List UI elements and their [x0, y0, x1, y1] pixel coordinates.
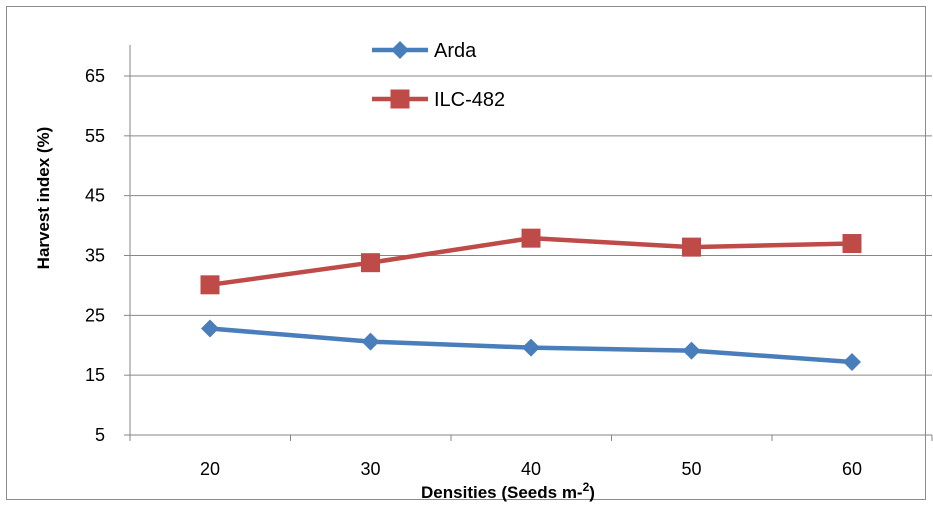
- x-tick-label-60: 60: [842, 459, 862, 479]
- x-axis-title: Densities (Seeds m-2): [421, 480, 595, 502]
- gridlines: [130, 75, 932, 376]
- y-tick-label-15: 15: [85, 365, 105, 385]
- x-tick-labels: 20 30 40 50 60: [200, 459, 862, 479]
- y-tick-label-35: 35: [85, 246, 105, 266]
- legend-marker-ilc-482: [390, 89, 410, 109]
- x-tick-label-40: 40: [521, 459, 541, 479]
- legend-label-arda: Arda: [434, 40, 477, 62]
- point-ilc-482-40: [521, 228, 541, 248]
- y-tick-label-25: 25: [85, 305, 105, 325]
- y-tick-label-45: 45: [85, 186, 105, 206]
- legend-marker-arda: [391, 41, 409, 59]
- y-tick-label-55: 55: [85, 126, 105, 146]
- y-tick-label-65: 65: [85, 66, 105, 86]
- series-group: [200, 228, 862, 372]
- x-tick-label-50: 50: [681, 459, 701, 479]
- y-axis-title: Harvest index (%): [34, 127, 53, 270]
- point-ilc-482-50: [682, 237, 701, 257]
- legend-label-ilc-482: ILC-482: [434, 89, 505, 111]
- y-tick-labels: 5 15 25 35 45 55 65: [85, 66, 105, 445]
- x-axis-title-main: Densities (Seeds m-: [421, 483, 583, 502]
- point-ilc-482-30: [361, 253, 380, 273]
- point-ilc-482-20: [200, 275, 220, 295]
- legend: Arda ILC-482: [372, 40, 505, 111]
- point-arda-30: [361, 332, 380, 351]
- axes: [124, 45, 933, 441]
- y-tick-label-5: 5: [95, 425, 105, 445]
- x-tick-label-30: 30: [360, 459, 380, 479]
- point-arda-20: [201, 319, 219, 338]
- point-arda-60: [843, 353, 861, 372]
- point-ilc-482-60: [842, 234, 862, 254]
- x-axis-title-superscript: 2: [583, 480, 590, 494]
- point-arda-50: [682, 341, 701, 360]
- x-tick-label-20: 20: [200, 459, 220, 479]
- chart-frame: [6, 6, 926, 500]
- x-axis-title-end: ): [589, 483, 595, 502]
- point-arda-40: [522, 338, 540, 357]
